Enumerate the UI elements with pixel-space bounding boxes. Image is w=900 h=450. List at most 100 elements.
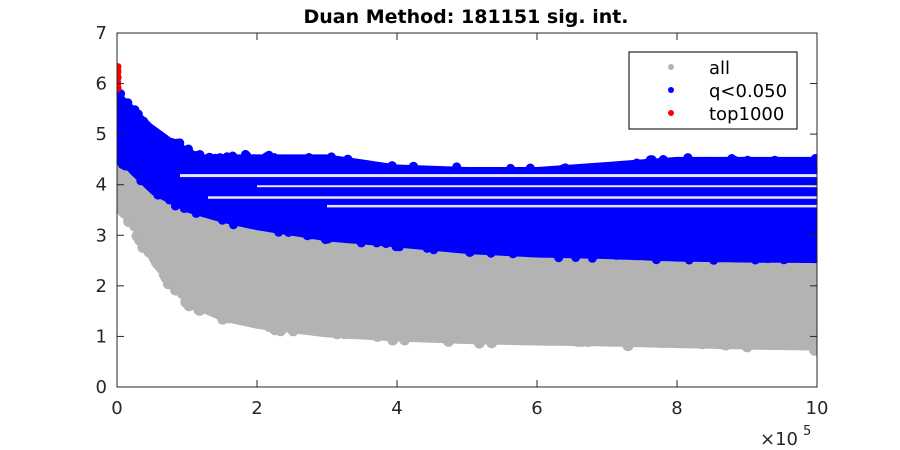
point-q	[558, 247, 568, 257]
point-q	[398, 238, 408, 248]
point-q	[270, 218, 280, 228]
point-q	[439, 240, 449, 249]
point-top1000	[117, 84, 121, 91]
point-q	[645, 188, 655, 198]
point-q	[362, 229, 372, 239]
point-q	[237, 208, 247, 218]
point-q	[683, 153, 693, 163]
point-q	[651, 255, 661, 265]
point-q	[136, 127, 146, 137]
point-q	[312, 165, 322, 175]
point-q	[305, 223, 315, 233]
point-q	[350, 183, 360, 193]
point-q	[622, 214, 632, 224]
point-q	[475, 241, 485, 251]
point-q	[261, 220, 271, 230]
point-q	[199, 177, 209, 187]
y-tick-label: 7	[96, 23, 107, 44]
point-q	[211, 201, 221, 211]
point-q	[335, 226, 345, 236]
point-q	[553, 187, 562, 197]
point-q	[802, 243, 812, 252]
point-q	[793, 229, 803, 239]
point-q	[455, 231, 465, 241]
point-q	[736, 236, 746, 246]
point-q	[290, 155, 300, 165]
point-q	[299, 210, 309, 220]
point-q	[274, 227, 284, 237]
point-q	[741, 252, 751, 262]
point-q	[685, 229, 695, 239]
point-q	[554, 239, 564, 249]
series-top1000	[117, 63, 122, 93]
y-tick-label: 4	[96, 175, 107, 196]
point-q	[794, 163, 804, 173]
point-q	[601, 248, 611, 258]
legend-box	[628, 51, 798, 130]
point-q	[641, 164, 651, 174]
point-q	[641, 249, 651, 259]
point-q	[284, 162, 294, 172]
point-q	[720, 200, 730, 210]
point-q	[780, 236, 790, 246]
point-q	[724, 218, 734, 228]
point-q	[622, 230, 632, 240]
point-q	[496, 221, 506, 231]
point-q	[688, 208, 698, 218]
point-q	[326, 152, 336, 162]
point-q	[810, 154, 817, 163]
point-q	[313, 207, 323, 217]
point-q	[520, 221, 530, 231]
point-q	[605, 174, 614, 184]
point-q	[154, 164, 164, 174]
point-q	[259, 187, 269, 197]
point-q	[464, 235, 474, 245]
point-q	[318, 159, 328, 169]
point-q	[372, 183, 382, 193]
y-tick-label: 5	[96, 124, 107, 145]
point-q	[466, 244, 476, 254]
point-q	[343, 154, 353, 164]
point-top1000	[117, 70, 121, 78]
point-q	[589, 187, 599, 197]
point-q	[249, 154, 259, 164]
point-q	[723, 251, 733, 261]
point-q	[223, 158, 233, 168]
point-q	[390, 189, 400, 199]
legend-marker-top1000	[668, 110, 674, 116]
point-q	[179, 204, 189, 213]
point-q	[447, 233, 457, 243]
x-tick-label: 8	[671, 398, 682, 419]
chart-title: Duan Method: 181151 sig. int.	[303, 6, 628, 28]
point-q	[506, 163, 516, 173]
point-q	[173, 158, 183, 168]
point-q	[223, 199, 233, 209]
point-q	[700, 156, 710, 166]
point-q	[587, 253, 597, 263]
point-q	[735, 214, 745, 224]
y-tick-label: 1	[96, 326, 107, 347]
point-q	[286, 180, 296, 190]
point-q	[295, 175, 305, 185]
point-q	[218, 213, 228, 223]
point-q	[318, 216, 328, 226]
point-q	[622, 223, 632, 233]
point-q	[170, 201, 180, 211]
series-q	[117, 88, 817, 265]
point-q	[302, 166, 311, 176]
point-q	[697, 217, 707, 227]
point-q	[414, 232, 424, 242]
legend-marker-q	[668, 87, 674, 93]
point-q	[605, 166, 615, 176]
point-q	[164, 195, 174, 205]
point-q	[306, 230, 316, 240]
point-q	[770, 233, 780, 243]
point-q	[560, 177, 570, 187]
point-q	[249, 210, 259, 220]
point-q	[496, 230, 506, 240]
point-q	[656, 207, 665, 217]
tick-layer: 0 2 4 6 8 10 0 1 2 3 4 5 6 7	[96, 23, 829, 419]
point-q	[506, 208, 516, 217]
point-q	[677, 177, 687, 187]
point-q	[423, 208, 433, 218]
